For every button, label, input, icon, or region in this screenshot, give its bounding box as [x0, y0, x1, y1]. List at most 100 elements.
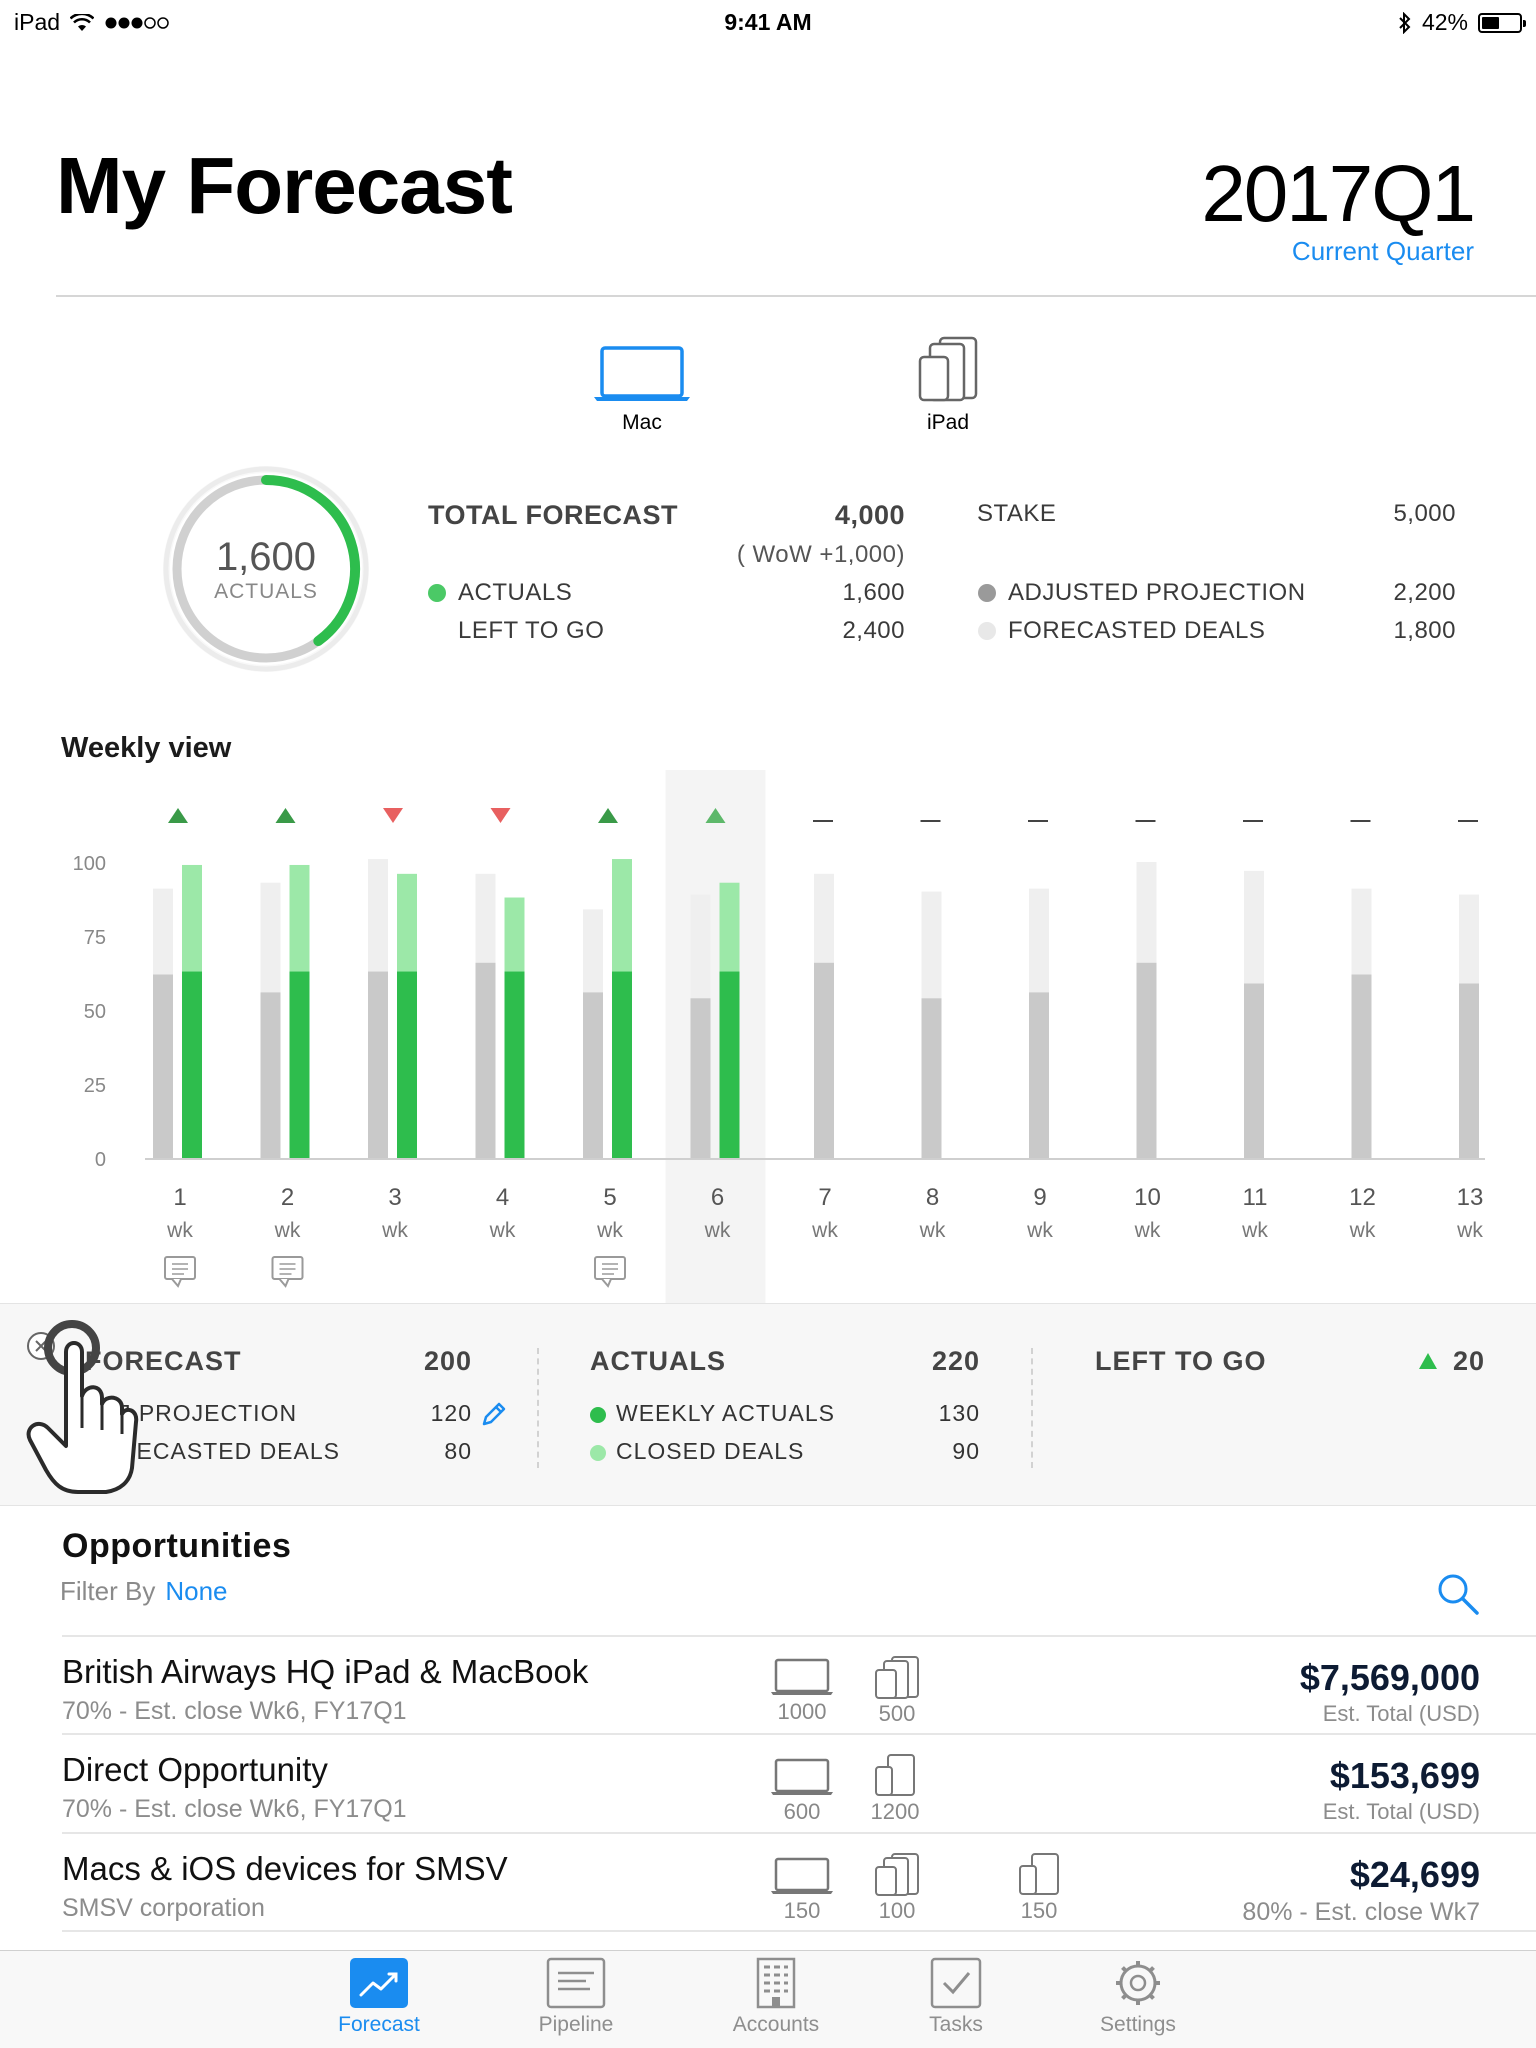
- tab-tasks[interactable]: Tasks: [886, 1957, 1026, 2037]
- status-bar: iPad 9:41 AM 42%: [0, 0, 1536, 44]
- adjusted-projection-bar: [260, 992, 281, 1158]
- tab-forecast[interactable]: Forecast: [309, 1957, 449, 2037]
- forecasted-deals-bar: [1029, 888, 1049, 993]
- week-detail-panel: FORECAST 200 ADJ PROJECTION 120 FORECAST…: [0, 1303, 1536, 1506]
- detail-weekly-actuals-value: 130: [938, 1400, 980, 1426]
- search-icon[interactable]: [1436, 1572, 1480, 1616]
- forecasted-deals-bar: [1351, 888, 1372, 975]
- forecasted-deals-bar: [1244, 870, 1264, 984]
- wow-change: ( WoW +1,000): [736, 541, 905, 568]
- x-tick-label: 12: [1349, 1184, 1376, 1211]
- trend-up-icon: [1419, 1353, 1437, 1369]
- y-tick-label: 0: [95, 1149, 106, 1171]
- forecasted-deals-bar: [260, 882, 281, 993]
- adjusted-projection-bar: [1029, 992, 1049, 1158]
- detail-divider: [1031, 1348, 1033, 1468]
- adjusted-projection-label: ADJUSTED PROJECTION: [978, 579, 1306, 607]
- filter-label: Filter By: [60, 1576, 156, 1606]
- comment-icon[interactable]: [271, 1256, 304, 1288]
- y-tick-label: 75: [84, 927, 106, 949]
- opportunity-subtitle: 70% - Est. close Wk6, FY17Q1: [62, 1697, 407, 1725]
- forecasted-deals-bar: [368, 859, 388, 972]
- adjusted-projection-bar: [475, 962, 496, 1158]
- tab-accounts[interactable]: Accounts: [706, 1957, 846, 2037]
- weekly-actuals-bar: [182, 971, 202, 1158]
- opportunity-row[interactable]: British Airways HQ iPad & MacBook 70% - …: [62, 1635, 1536, 1734]
- tab-bar: Forecast Pipeline Accounts Tasks Setting…: [0, 1950, 1536, 2048]
- x-tick-label: 9: [1033, 1184, 1046, 1211]
- battery-icon: [1478, 12, 1526, 33]
- closed-deals-bar: [397, 873, 417, 972]
- x-tick-label: 8: [926, 1184, 939, 1211]
- closed-deals-bar: [504, 897, 525, 972]
- adjusted-projection-dot: [978, 584, 996, 602]
- x-tick-sublabel: wk: [489, 1219, 516, 1242]
- weekly-view-title: Weekly view: [61, 732, 232, 764]
- x-tick-sublabel: wk: [1134, 1219, 1161, 1242]
- current-quarter-link[interactable]: Current Quarter: [1291, 236, 1474, 266]
- detail-weekly-actuals-label: WEEKLY ACTUALS: [590, 1400, 835, 1427]
- weekly-actuals-bar: [719, 971, 740, 1158]
- laptop-icon: [771, 1658, 833, 1695]
- comment-icon[interactable]: [594, 1256, 626, 1288]
- device-count-iphone-ipad: 150: [999, 1852, 1079, 1924]
- detail-forecast-label: FORECAST: [85, 1346, 242, 1376]
- opportunity-amount-subtitle: Est. Total (USD): [1322, 1799, 1480, 1824]
- x-tick-sublabel: wk: [811, 1219, 838, 1242]
- x-tick-sublabel: wk: [166, 1219, 193, 1242]
- closed-deals-bar: [719, 882, 740, 972]
- product-tab-label: iPad: [926, 411, 970, 434]
- x-tick-sublabel: wk: [1349, 1219, 1376, 1242]
- opportunities-title: Opportunities: [62, 1527, 292, 1565]
- device-count-iphone-ipad: 1200: [855, 1753, 935, 1825]
- edit-pencil-icon[interactable]: [480, 1400, 508, 1428]
- iphone-ipad-icon: [875, 1754, 915, 1796]
- trend-down-icon: [383, 808, 403, 823]
- bluetooth-icon: [1399, 11, 1411, 34]
- tab-pipeline[interactable]: Pipeline: [506, 1957, 646, 2037]
- tab-settings[interactable]: Settings: [1068, 1957, 1208, 2037]
- laptop-icon: [771, 1857, 833, 1894]
- closed-deals-bar: [182, 864, 202, 972]
- adjusted-projection-bar: [1136, 962, 1157, 1158]
- wifi-icon: [70, 13, 95, 31]
- quarter-label[interactable]: 2017Q1: [1201, 149, 1476, 238]
- actuals-value: 1,600: [842, 579, 905, 606]
- adjusted-projection-bar: [1459, 983, 1479, 1158]
- trend-up-icon: [705, 808, 726, 823]
- opportunity-subtitle: 70% - Est. close Wk6, FY17Q1: [62, 1795, 407, 1823]
- adjusted-projection-bar: [1351, 974, 1372, 1158]
- selected-week-highlight[interactable]: [665, 770, 766, 1303]
- battery-percent: 42%: [1421, 9, 1468, 35]
- total-forecast-value: 4,000: [834, 500, 905, 530]
- stake-value: 5,000: [1393, 500, 1456, 527]
- comment-icon[interactable]: [164, 1256, 196, 1288]
- x-tick-label: 6: [711, 1184, 724, 1211]
- detail-divider: [537, 1348, 539, 1468]
- adjusted-projection-bar: [814, 962, 834, 1158]
- x-tick-sublabel: wk: [381, 1219, 408, 1242]
- closed-deals-bar: [289, 864, 310, 972]
- ipad-stack-icon: [875, 1656, 919, 1699]
- opportunity-row[interactable]: Direct Opportunity 70% - Est. close Wk6,…: [62, 1733, 1536, 1832]
- product-tab-mac[interactable]: Mac: [582, 345, 702, 435]
- adjusted-projection-bar: [921, 998, 942, 1158]
- weekly-actuals-bar: [397, 971, 417, 1158]
- opportunity-name: Direct Opportunity: [62, 1751, 328, 1788]
- weekly-actuals-bar: [289, 971, 310, 1158]
- detail-closed-deals-label: CLOSED DEALS: [590, 1438, 804, 1465]
- ring-value: 1,600: [215, 535, 317, 579]
- device-count-ipad: 500: [857, 1655, 937, 1727]
- trend-up-icon: [598, 808, 618, 823]
- x-tick-label: 2: [281, 1184, 294, 1211]
- opportunity-amount: $7,569,000: [1299, 1657, 1480, 1698]
- forecasted-deals-bar: [921, 891, 942, 999]
- product-tab-ipad[interactable]: iPad: [888, 335, 1008, 435]
- weekly-actuals-dot: [590, 1407, 606, 1423]
- filter-value[interactable]: None: [165, 1576, 228, 1606]
- filter-by: Filter By None: [60, 1576, 228, 1607]
- opportunity-row[interactable]: Macs & iOS devices for SMSV SMSV corpora…: [62, 1832, 1536, 1931]
- adjusted-projection-bar: [368, 971, 388, 1158]
- trend-up-icon: [168, 808, 188, 823]
- closed-deals-bar: [612, 859, 632, 972]
